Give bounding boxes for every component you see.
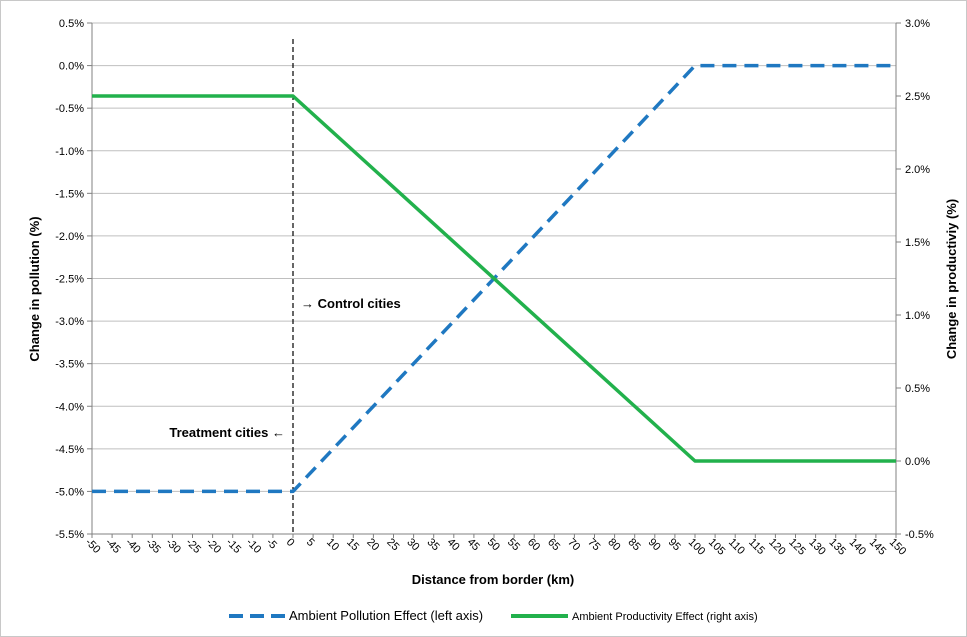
y-left-tick-label: -2.0% <box>55 231 84 243</box>
x-tick-label: -5 <box>264 536 279 551</box>
x-tick-label: 95 <box>666 536 683 553</box>
x-tick-label: -20 <box>203 536 223 556</box>
y-left-tick-label: -1.0% <box>55 146 84 158</box>
x-tick-label: -15 <box>224 536 244 556</box>
x-tick-label: 70 <box>565 536 582 553</box>
x-tick-label: 85 <box>626 536 643 553</box>
y-left-tick-label: -4.0% <box>55 401 84 413</box>
x-tick-label: 30 <box>404 536 421 553</box>
y-left-tick-label: -1.5% <box>55 188 84 200</box>
x-tick-label: 20 <box>364 536 381 553</box>
x-tick-label: 15 <box>344 536 361 553</box>
y-right-tick-label: 2.0% <box>905 164 930 176</box>
y-right-tick-label: 1.5% <box>905 237 930 249</box>
y-left-tick-label: 0.5% <box>59 18 84 30</box>
x-tick-label: 40 <box>445 536 462 553</box>
legend: Ambient Pollution Effect (left axis) Ambi… <box>229 608 758 623</box>
legend-label-productivity: Ambient Productivity Effect (right axis) <box>572 611 758 623</box>
x-tick-label: 125 <box>786 536 807 557</box>
series <box>92 39 896 534</box>
x-tick-label: 130 <box>806 536 827 557</box>
y-axis-left-title: Change in pollution (%) <box>27 216 42 361</box>
x-tick-label: 80 <box>605 536 622 553</box>
annotation-treatment-cities: Treatment cities ← <box>169 425 285 440</box>
y-right-tick-label: 0.5% <box>905 383 930 395</box>
x-axis-title: Distance from border (km) <box>412 572 575 587</box>
y-left-tick-label: -3.0% <box>55 316 84 328</box>
x-tick-label: 65 <box>545 536 562 553</box>
y-left-tick-label: 0.0% <box>59 61 84 73</box>
x-tick-label: 100 <box>686 536 707 557</box>
y-right-tick-label: 1.0% <box>905 310 930 322</box>
x-tick-label: -40 <box>123 536 143 556</box>
x-tick-label: 5 <box>304 536 317 549</box>
x-tick-label: 75 <box>585 536 602 553</box>
annotations: → Control cities Treatment cities ← <box>169 296 400 440</box>
y-left-tick-label: -5.0% <box>55 486 84 498</box>
y-right-tick-label: 2.5% <box>905 91 930 103</box>
x-tick-label: 120 <box>766 536 787 557</box>
y-left-tick-label: -3.5% <box>55 359 84 371</box>
productivity-series-line <box>92 94 896 463</box>
x-tick-label: -50 <box>83 536 103 556</box>
x-tick-label: 45 <box>465 536 482 553</box>
x-tick-label: 110 <box>726 536 747 557</box>
x-tick-label: 145 <box>867 536 888 557</box>
x-tick-label: -10 <box>244 536 264 556</box>
y-left-tick-label: -5.5% <box>55 529 84 541</box>
x-tick-label: 35 <box>425 536 442 553</box>
y-left-tick-label: -2.5% <box>55 274 84 286</box>
x-tick-label: 50 <box>485 536 502 553</box>
y-left-tick-label: -4.5% <box>55 444 84 456</box>
legend-label-pollution: Ambient Pollution Effect (left axis) <box>289 608 483 623</box>
y-right-tick-label: 0.0% <box>905 456 930 468</box>
x-tick-label: 90 <box>646 536 663 553</box>
x-tick-label: -30 <box>163 536 183 556</box>
x-tick-label: -45 <box>103 536 123 556</box>
x-tick-label: 115 <box>746 536 767 557</box>
y-left-tick-label: -0.5% <box>55 103 84 115</box>
annotation-control-cities: → Control cities <box>301 296 401 311</box>
x-tick-label: 60 <box>525 536 542 553</box>
x-tick-label: -25 <box>183 536 203 556</box>
x-tick-label: 10 <box>324 536 341 553</box>
x-tick-label: 0 <box>284 536 297 549</box>
x-tick-label: 140 <box>847 536 868 557</box>
y-right-tick-label: -0.5% <box>905 529 934 541</box>
axes: 0.5% 0.0% -0.5% -1.0% -1.5% -2.0% -2.5% -3.0% -3… <box>55 18 934 558</box>
x-tick-label: 105 <box>706 536 727 557</box>
y-right-tick-label: 3.0% <box>905 18 930 30</box>
x-tick-label: 135 <box>827 536 848 557</box>
x-tick-label: -35 <box>143 536 163 556</box>
y-axis-right-title: Change in productiviy (%) <box>944 199 959 359</box>
x-tick-label: 25 <box>384 536 401 553</box>
x-tick-label: 55 <box>505 536 522 553</box>
